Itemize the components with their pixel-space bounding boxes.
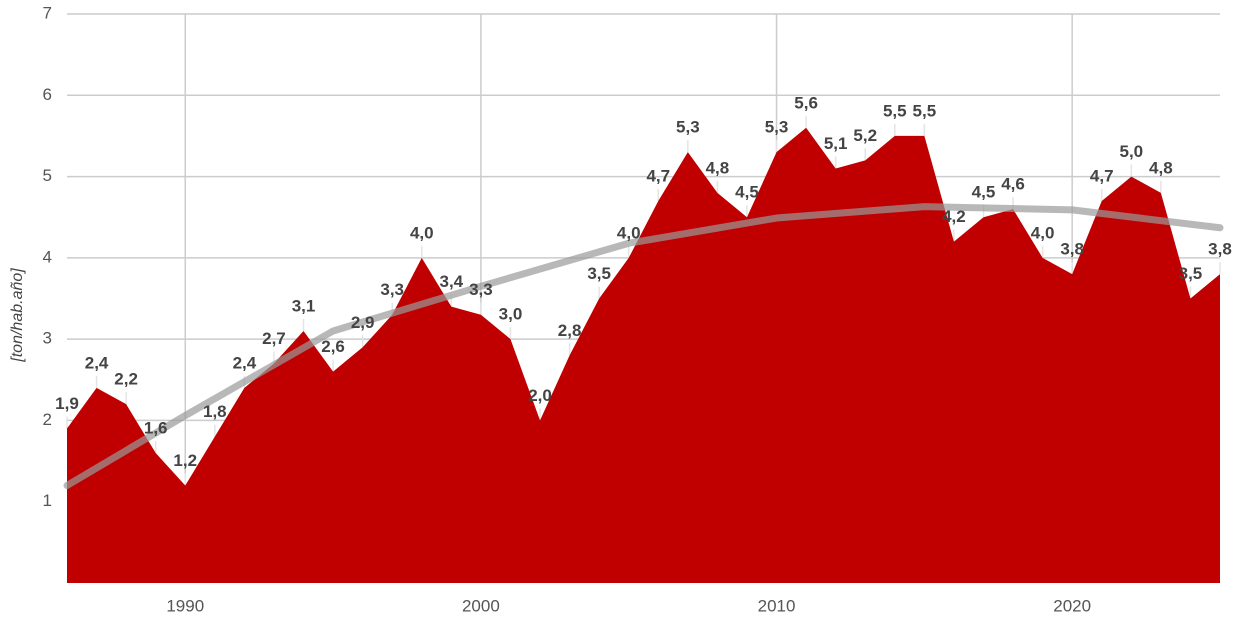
value-label: 4,8 — [706, 158, 730, 177]
value-label: 4,2 — [942, 207, 966, 226]
area — [67, 127, 1220, 584]
y-tick-label: 5 — [43, 166, 52, 185]
value-label: 1,8 — [203, 402, 227, 421]
y-axis-label: [ton/hab.año] — [9, 268, 26, 363]
value-label: 5,5 — [883, 101, 907, 120]
value-label: 5,1 — [824, 134, 848, 153]
value-label: 3,1 — [292, 296, 316, 315]
value-label: 5,3 — [765, 118, 789, 137]
value-label: 3,8 — [1060, 240, 1084, 259]
value-label: 4,0 — [410, 223, 434, 242]
y-tick-label: 7 — [43, 3, 52, 22]
value-label: 4,8 — [1149, 158, 1173, 177]
x-tick-label: 2010 — [758, 596, 796, 615]
value-label: 4,6 — [1001, 175, 1025, 194]
value-label: 2,6 — [321, 337, 345, 356]
value-label: 1,9 — [55, 394, 79, 413]
value-label: 5,0 — [1119, 142, 1143, 161]
value-label: 5,6 — [794, 93, 818, 112]
y-tick-label: 6 — [43, 85, 52, 104]
value-label: 3,8 — [1208, 240, 1232, 259]
y-tick-label: 4 — [43, 247, 52, 266]
trend-line — [63, 203, 1224, 489]
value-label: 1,6 — [144, 418, 168, 437]
y-tick-label: 1 — [43, 491, 52, 510]
value-label: 4,7 — [646, 166, 670, 185]
value-label: 2,4 — [233, 353, 257, 372]
value-label: 2,2 — [114, 370, 138, 389]
value-label: 4,5 — [735, 183, 759, 202]
value-label: 4,7 — [1090, 166, 1114, 185]
value-label: 2,7 — [262, 329, 286, 348]
value-label: 4,5 — [972, 183, 996, 202]
value-label: 2,9 — [351, 313, 375, 332]
value-label: 3,5 — [587, 264, 611, 283]
x-tick-label: 1990 — [166, 596, 204, 615]
value-label: 3,4 — [440, 272, 464, 291]
value-label: 3,0 — [499, 305, 523, 324]
value-label: 3,3 — [380, 280, 404, 299]
value-label: 1,2 — [173, 451, 197, 470]
value-label: 2,8 — [558, 321, 582, 340]
value-label: 4,0 — [1031, 223, 1055, 242]
value-label: 2,0 — [528, 386, 552, 405]
y-tick-label: 2 — [43, 410, 52, 429]
value-label: 3,5 — [1179, 264, 1203, 283]
y-tick-label: 3 — [43, 329, 52, 348]
x-tick-label: 2020 — [1053, 596, 1091, 615]
value-label: 5,5 — [913, 101, 937, 120]
value-label: 4,0 — [617, 223, 641, 242]
value-label: 3,3 — [469, 280, 493, 299]
value-label: 2,4 — [85, 353, 109, 372]
value-label: 5,2 — [853, 126, 877, 145]
value-label: 5,3 — [676, 118, 700, 137]
x-tick-label: 2000 — [462, 596, 500, 615]
